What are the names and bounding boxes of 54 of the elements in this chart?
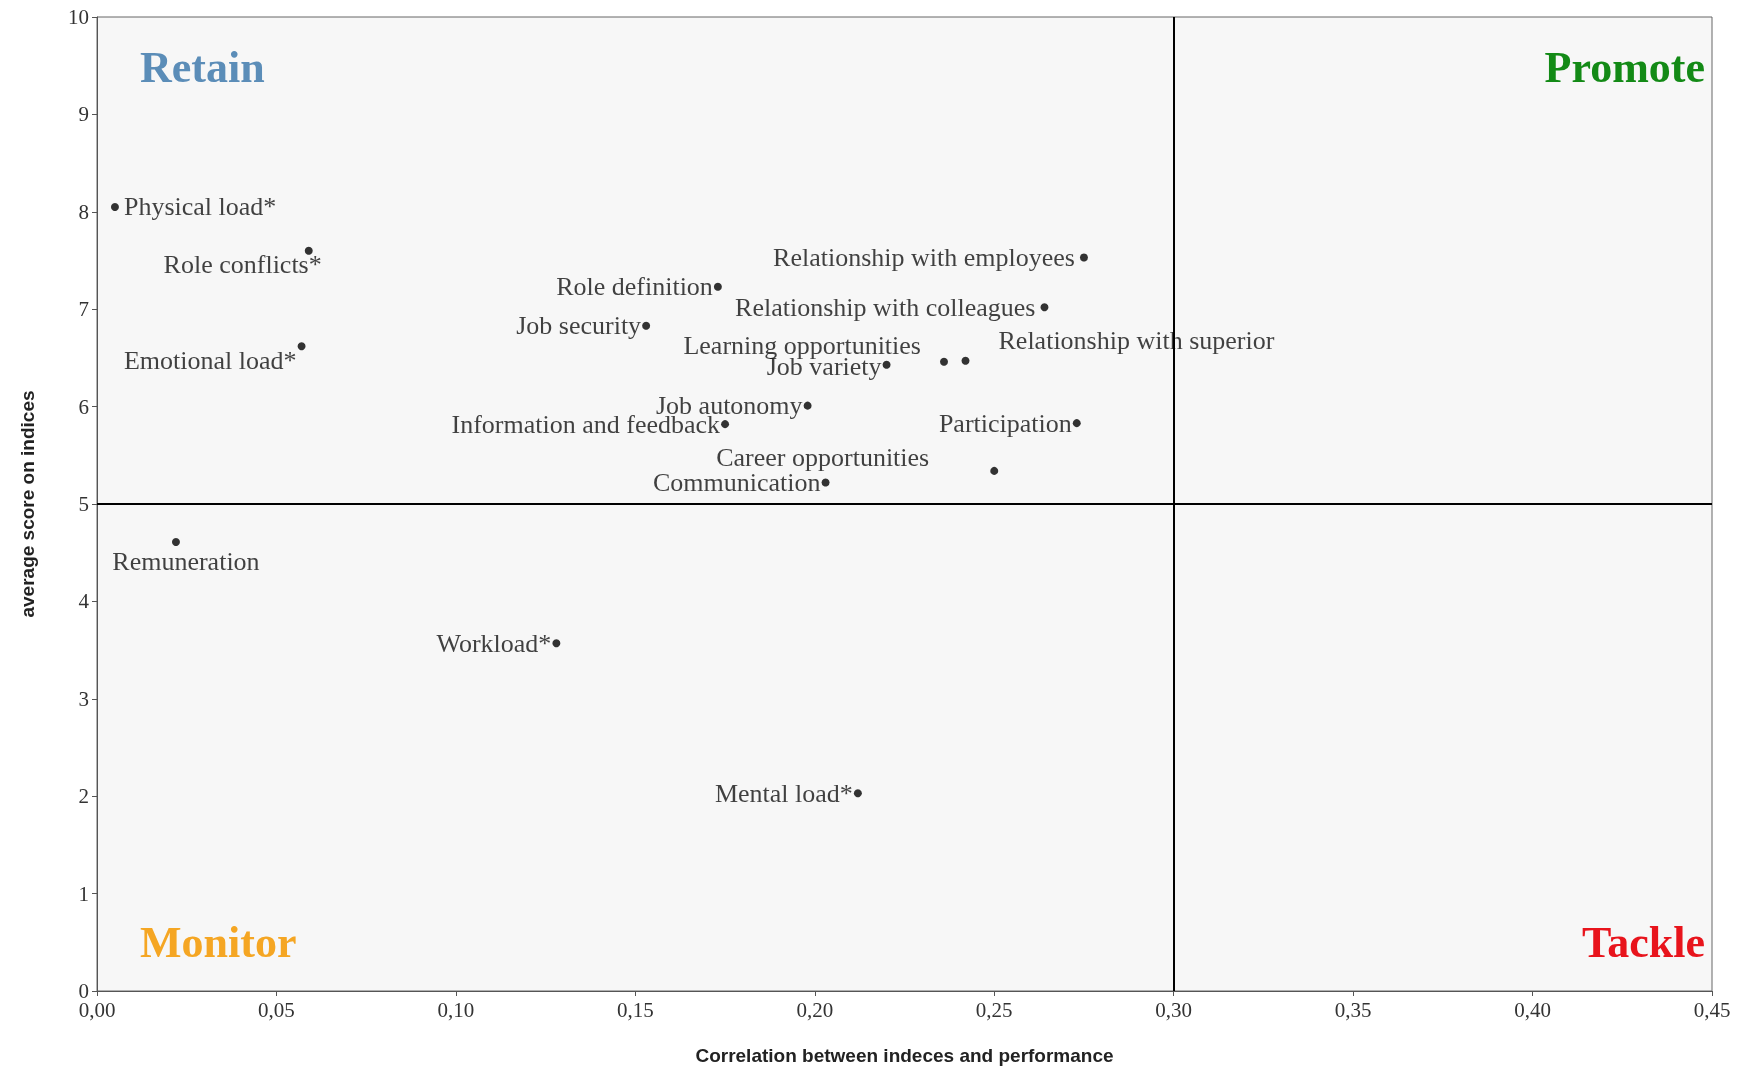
point <box>721 420 730 429</box>
annotation: Mental load* <box>714 778 853 808</box>
y-tick-label: 5 <box>78 492 89 516</box>
annotation: Role definition <box>556 272 713 302</box>
x-tick-label: 0,15 <box>616 997 654 1022</box>
point <box>961 356 970 365</box>
annotation: Promote <box>1544 42 1706 92</box>
point <box>552 639 561 648</box>
annotation: Tackle <box>1581 917 1705 967</box>
x-tick-label: 0,35 <box>1334 997 1372 1022</box>
point <box>853 789 862 798</box>
annotation: Physical load* <box>123 192 277 222</box>
y-tick-label: 7 <box>78 297 89 322</box>
y-tick-label: 10 <box>68 5 89 29</box>
point <box>1072 419 1081 428</box>
point <box>803 401 812 410</box>
point <box>713 282 722 291</box>
point <box>304 246 313 255</box>
annotation: Emotional load* <box>123 345 297 375</box>
y-tick-label: 4 <box>78 589 90 614</box>
annotation: Monitor <box>140 917 297 967</box>
point <box>1079 253 1088 262</box>
point <box>171 537 180 546</box>
x-tick-label: 0,30 <box>1155 997 1193 1022</box>
x-tick-label: 0,05 <box>258 997 295 1022</box>
annotation: Remuneration <box>112 547 260 577</box>
point <box>939 357 948 366</box>
x-tick-label: 0,10 <box>437 997 475 1022</box>
annotation: Role conflicts* <box>163 250 322 280</box>
y-tick-label: 2 <box>78 784 89 809</box>
annotation: Job security <box>516 311 642 341</box>
annotation: Relationship with colleagues <box>735 292 1036 322</box>
point <box>1040 303 1049 312</box>
x-tick-label: 0,20 <box>796 997 834 1022</box>
point <box>297 342 306 351</box>
point <box>642 321 651 330</box>
point <box>821 478 830 487</box>
y-tick-label: 6 <box>78 394 89 419</box>
x-axis-title: Correlation between indeces and performance <box>695 1045 1114 1066</box>
y-axis-title: average score on indices <box>17 390 38 618</box>
y-tick-label: 1 <box>78 881 89 906</box>
x-tick-label: 0,25 <box>975 997 1013 1022</box>
point <box>990 466 999 475</box>
x-tick-label: 0,45 <box>1693 997 1731 1022</box>
y-tick-label: 9 <box>78 102 89 127</box>
annotation: Participation <box>938 408 1072 438</box>
point <box>882 360 891 369</box>
y-tick-label: 3 <box>78 686 89 711</box>
annotation: Workload* <box>436 628 552 658</box>
annotation: Retain <box>140 42 265 92</box>
x-tick-label: 0,40 <box>1514 997 1551 1022</box>
annotation: Relationship with employees <box>773 243 1075 273</box>
point <box>110 202 119 211</box>
y-tick-label: 8 <box>78 199 89 224</box>
